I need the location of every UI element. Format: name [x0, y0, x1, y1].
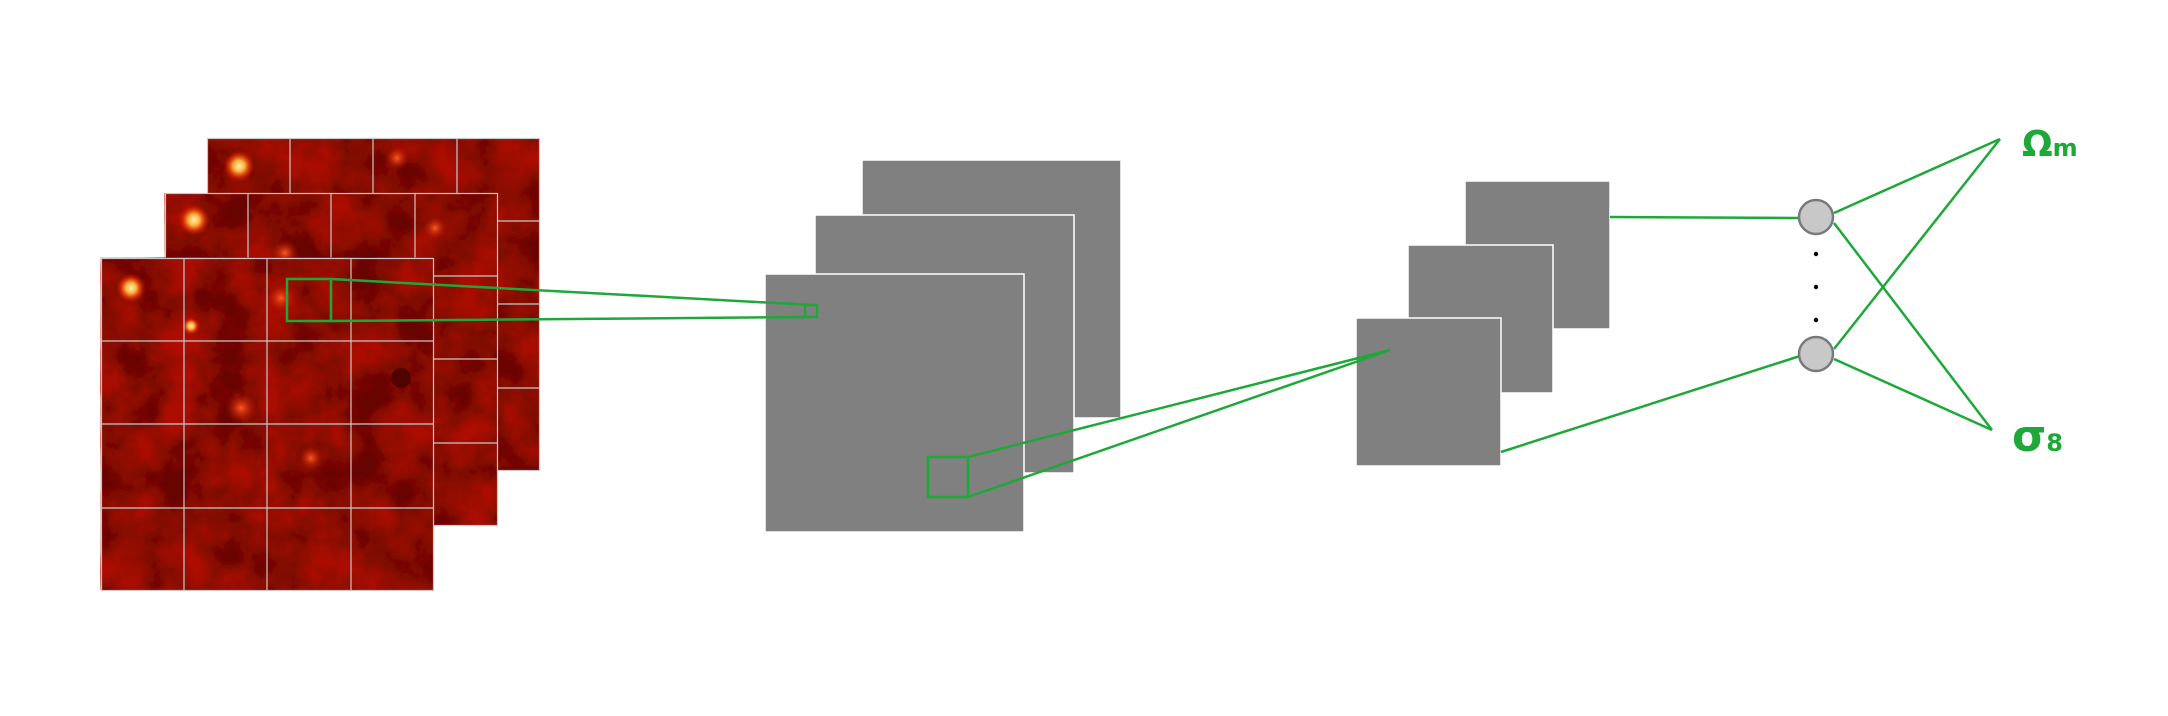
conv1-to-conv2-line-bottom — [967, 348, 1391, 499]
dense-layer — [1797, 198, 1835, 373]
input-receptive-field — [285, 277, 333, 323]
sigma-8-label: σ8 — [2012, 411, 2063, 462]
conv-layer-2-stack — [1355, 180, 1611, 467]
ellipsis-dots — [1813, 251, 1819, 323]
conv2-to-node2-line — [1500, 354, 1801, 454]
input-to-conv1-line-top — [330, 277, 813, 307]
node2-to-sigma-line — [1833, 357, 1993, 432]
conv1-receptive-field — [926, 455, 970, 499]
dense-node-top — [1797, 198, 1835, 236]
connection-lines — [330, 137, 2001, 499]
conv-layer-1-stack — [764, 159, 1122, 533]
node1-to-omega-line — [1833, 137, 2001, 215]
input-maps-stack — [100, 137, 541, 592]
node1-to-sigma-line — [1833, 222, 1993, 431]
input-map-front — [100, 257, 435, 592]
omega-m-label: Ωm — [2022, 124, 2078, 165]
input-to-conv1-line-bottom — [330, 315, 813, 323]
conv2-map-front — [1355, 317, 1502, 467]
node2-to-omega-line — [1833, 138, 2001, 350]
dense-node-bottom — [1797, 335, 1835, 373]
conv1-to-conv2-line-top — [967, 348, 1391, 459]
conv2-to-node1-line — [1609, 215, 1801, 220]
output-parameters: Ωm σ8 — [2012, 124, 2078, 462]
